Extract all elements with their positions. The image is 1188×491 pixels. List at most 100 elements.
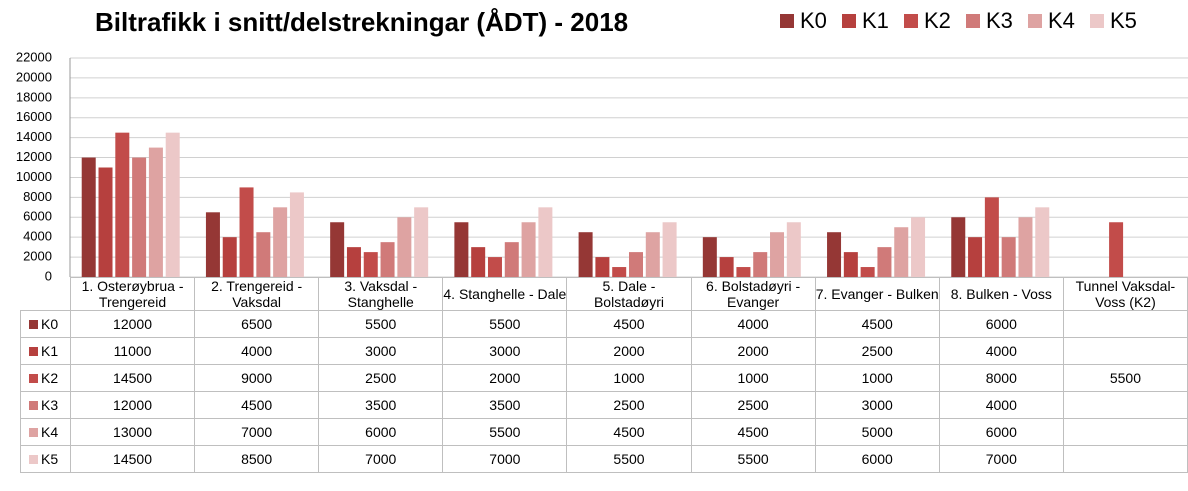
table-cell: 14500	[69, 445, 196, 473]
bar	[877, 247, 892, 277]
table-cell: 6000	[938, 418, 1064, 446]
bar	[612, 267, 627, 277]
bar	[98, 167, 113, 277]
table-cell: 5500	[318, 310, 444, 338]
bar	[504, 242, 519, 277]
table-cell: 8500	[194, 445, 320, 473]
bar	[222, 237, 237, 277]
table-cell: 1000	[690, 364, 816, 392]
legend-label: K3	[986, 8, 1013, 33]
bar	[1035, 207, 1050, 277]
bar	[595, 257, 610, 277]
table-cell: 5500	[442, 310, 568, 338]
bar	[81, 157, 96, 277]
table-cell: 9000	[194, 364, 320, 392]
y-tick-label: 8000	[23, 189, 52, 204]
corner-cell	[20, 277, 71, 311]
bar	[629, 252, 643, 277]
legend-key	[29, 347, 38, 356]
row-key: K2	[20, 364, 71, 392]
legend-key	[29, 320, 38, 329]
table-cell: 7000	[318, 445, 444, 473]
bar	[1001, 237, 1016, 277]
bar	[165, 132, 180, 277]
legend-key	[904, 14, 918, 28]
table-cell: 6000	[318, 418, 444, 446]
table-cell: 2500	[318, 364, 444, 392]
legend-label: K0	[800, 8, 827, 33]
table-cell: 5500	[1062, 364, 1188, 392]
y-tick-label: 22000	[16, 49, 52, 64]
y-tick-label: 12000	[16, 149, 52, 164]
legend-key	[29, 374, 38, 383]
bar	[346, 247, 361, 277]
table-cell: 4000	[938, 337, 1064, 365]
table-cell: 8000	[938, 364, 1064, 392]
bar	[786, 222, 801, 277]
table-cell: 6000	[814, 445, 940, 473]
table-cell: 4500	[566, 310, 692, 338]
table-cell: 3000	[442, 337, 568, 365]
bar	[951, 217, 966, 277]
bar	[1018, 217, 1033, 277]
table-cell: 3500	[442, 391, 568, 419]
row-label: K2	[41, 370, 59, 386]
row-label: K3	[41, 397, 59, 413]
legend-label: K1	[862, 8, 889, 33]
bar	[736, 267, 751, 277]
table-cell: 1000	[814, 364, 940, 392]
table-cell: 12000	[69, 391, 196, 419]
x-tick-label: 4. Stanghelle - Dale	[442, 277, 568, 311]
table-cell: 1000	[566, 364, 692, 392]
row-key: K4	[20, 418, 71, 446]
table-row: K0 12000 6500 5500 5500 4500 4000 4500 6000	[20, 310, 1188, 338]
bar	[414, 207, 429, 277]
bar	[1109, 222, 1124, 277]
table-cell: 5500	[566, 445, 692, 473]
empty-cell	[1062, 310, 1188, 338]
table-cell: 5500	[690, 445, 816, 473]
data-table: 1. Osterøybrua - Trengereid 2. Trengereid…	[20, 277, 1188, 473]
bar	[538, 207, 553, 277]
legend-label: K4	[1048, 8, 1075, 33]
bar	[256, 232, 271, 277]
bar	[330, 222, 345, 277]
bar	[289, 192, 304, 277]
y-tick-label: 0	[45, 268, 52, 283]
empty-cell	[1062, 337, 1188, 365]
table-cell: 14500	[69, 364, 196, 392]
bar	[578, 232, 593, 277]
table-row: K4 13000 7000 6000 5500 4500 4500 5000 6000	[20, 418, 1188, 446]
bar	[273, 207, 288, 277]
bar	[968, 237, 983, 277]
bar	[363, 252, 378, 277]
table-cell: 3500	[318, 391, 444, 419]
x-tick-label: 8. Bulken - Voss	[938, 277, 1064, 311]
bar	[860, 267, 875, 277]
table-cell: 5500	[442, 418, 568, 446]
table-cell: 4500	[814, 310, 940, 338]
table-cell: 2500	[566, 391, 692, 419]
legend-label: K2	[924, 8, 951, 33]
y-tick-label: 16000	[16, 109, 52, 124]
table-cell: 3000	[814, 391, 940, 419]
bar	[645, 232, 660, 277]
y-tick-label: 20000	[16, 69, 52, 84]
x-tick-label: 2. Trengereid - Vaksdal	[194, 277, 320, 311]
legend-key	[29, 401, 38, 410]
bar	[205, 212, 220, 277]
row-label: K1	[41, 343, 59, 359]
y-tick-label: 2000	[23, 249, 52, 264]
bar	[454, 222, 469, 277]
x-tick-label: 5. Dale - Bolstadøyri	[566, 277, 692, 311]
table-cell: 5000	[814, 418, 940, 446]
chart-title: Biltrafikk i snitt/delstrekningar (ÅDT) …	[95, 7, 628, 37]
x-tick-label: 6. Bolstadøyri - Evanger	[690, 277, 816, 311]
table-cell: 6500	[194, 310, 320, 338]
bar	[894, 227, 909, 277]
table-cell: 4000	[938, 391, 1064, 419]
table-cell: 12000	[69, 310, 196, 338]
table-row: K3 12000 4500 3500 3500 2500 2500 3000 4000	[20, 391, 1188, 419]
